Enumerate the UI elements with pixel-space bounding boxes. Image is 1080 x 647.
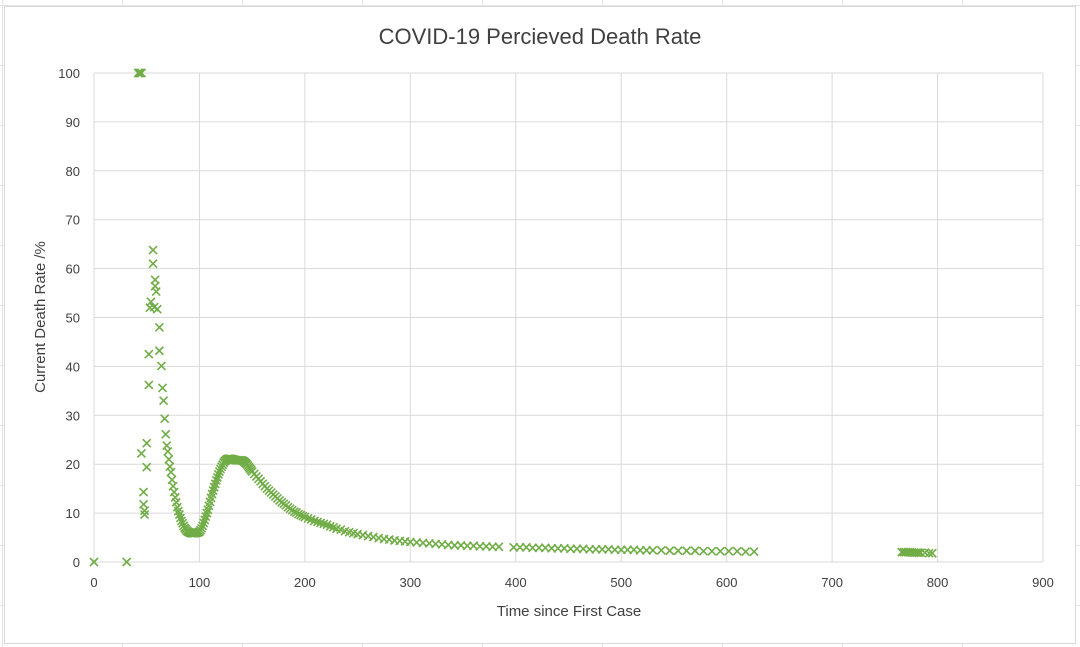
data-point[interactable] (196, 523, 207, 533)
data-point[interactable] (741, 547, 751, 557)
data-point[interactable] (175, 513, 186, 523)
gridlines (93, 72, 1044, 563)
x-tick-label: 0 (90, 575, 97, 590)
data-point[interactable] (732, 546, 742, 556)
data-point[interactable] (136, 68, 147, 78)
data-point[interactable] (924, 548, 934, 558)
x-tick-label: 300 (399, 575, 421, 590)
data-point[interactable] (211, 475, 221, 485)
data-point[interactable] (648, 545, 658, 555)
data-point[interactable] (136, 448, 147, 459)
y-tick-label: 90 (66, 115, 80, 130)
data-point[interactable] (715, 546, 725, 556)
data-point[interactable] (159, 396, 169, 406)
y-axis-tick-labels: 0 10 20 30 40 50 60 70 80 90 100 (58, 66, 80, 570)
x-tick-label: 400 (505, 575, 527, 590)
x-tick-label: 700 (821, 575, 843, 590)
data-point[interactable] (494, 542, 504, 552)
y-tick-label: 10 (66, 506, 80, 521)
scatter-chart: 0 10 20 30 40 50 60 70 80 90 100 0 100 200 300 400 500 6… (32, 24, 1054, 620)
data-point[interactable] (144, 380, 154, 390)
data-point[interactable] (154, 346, 164, 356)
data-point[interactable] (152, 304, 162, 314)
x-tick-label: 200 (294, 575, 316, 590)
data-point[interactable] (214, 466, 225, 477)
x-tick-label: 600 (716, 575, 738, 590)
data-point[interactable] (151, 287, 161, 297)
data-point[interactable] (927, 548, 937, 558)
data-point[interactable] (164, 454, 174, 464)
y-tick-label: 100 (58, 66, 80, 81)
data-point[interactable] (215, 464, 226, 474)
data-point[interactable] (698, 546, 709, 556)
data-point[interactable] (138, 487, 149, 497)
x-tick-label: 800 (927, 575, 949, 590)
data-point[interactable] (316, 518, 326, 528)
data-point[interactable] (178, 518, 188, 528)
x-axis-title[interactable]: Time since First Case (497, 603, 641, 620)
y-tick-label: 40 (66, 359, 80, 374)
data-point[interactable] (161, 429, 171, 439)
data-point[interactable] (144, 349, 154, 359)
data-point[interactable] (148, 259, 158, 269)
data-point[interactable] (176, 516, 187, 526)
data-point[interactable] (148, 245, 158, 255)
data-point[interactable] (154, 322, 164, 332)
data-point[interactable] (656, 545, 666, 555)
data-point[interactable] (312, 517, 323, 527)
x-tick-label: 900 (1032, 575, 1054, 590)
chart-title[interactable]: COVID-19 Percieved Death Rate (379, 24, 702, 49)
data-point[interactable] (89, 557, 99, 567)
data-point[interactable] (319, 519, 329, 529)
y-tick-label: 50 (66, 311, 80, 326)
chart-container[interactable]: 0 10 20 30 40 50 60 70 80 90 100 0 100 200 300 400 500 6… (4, 6, 1076, 644)
data-point[interactable] (212, 472, 222, 482)
data-point[interactable] (724, 546, 734, 556)
x-axis-tick-labels: 0 100 200 300 400 500 600 700 800 900 (90, 575, 1053, 590)
x-tick-label: 100 (189, 575, 211, 590)
y-tick-label: 70 (66, 213, 80, 228)
data-point[interactable] (199, 518, 209, 528)
data-point[interactable] (707, 546, 717, 556)
y-tick-label: 80 (66, 164, 80, 179)
data-point[interactable] (213, 469, 223, 480)
data-point[interactable] (325, 521, 335, 531)
data-point[interactable] (166, 467, 176, 477)
data-point[interactable] (163, 446, 173, 457)
data-point[interactable] (146, 297, 156, 307)
y-axis-title[interactable]: Current Death Rate /% (32, 241, 49, 393)
data-point[interactable] (665, 546, 675, 556)
y-tick-label: 30 (66, 408, 80, 423)
data-point[interactable] (140, 506, 150, 516)
y-tick-label: 0 (73, 555, 80, 570)
data-point[interactable] (142, 438, 152, 448)
data-point[interactable] (303, 513, 313, 524)
data-point[interactable] (157, 383, 168, 393)
data-point[interactable] (749, 547, 759, 557)
x-tick-label: 500 (610, 575, 632, 590)
data-point[interactable] (682, 546, 692, 556)
data-point[interactable] (140, 510, 150, 520)
data-point[interactable] (156, 361, 167, 371)
data-point[interactable] (160, 414, 170, 424)
data-point[interactable] (673, 546, 683, 556)
data-point[interactable] (122, 557, 132, 567)
data-point[interactable] (690, 546, 700, 556)
data-point[interactable] (309, 516, 319, 526)
data-point[interactable] (198, 521, 208, 531)
data-points (89, 68, 937, 567)
y-tick-label: 20 (66, 457, 80, 472)
data-point[interactable] (142, 462, 152, 472)
y-tick-label: 60 (66, 262, 80, 277)
